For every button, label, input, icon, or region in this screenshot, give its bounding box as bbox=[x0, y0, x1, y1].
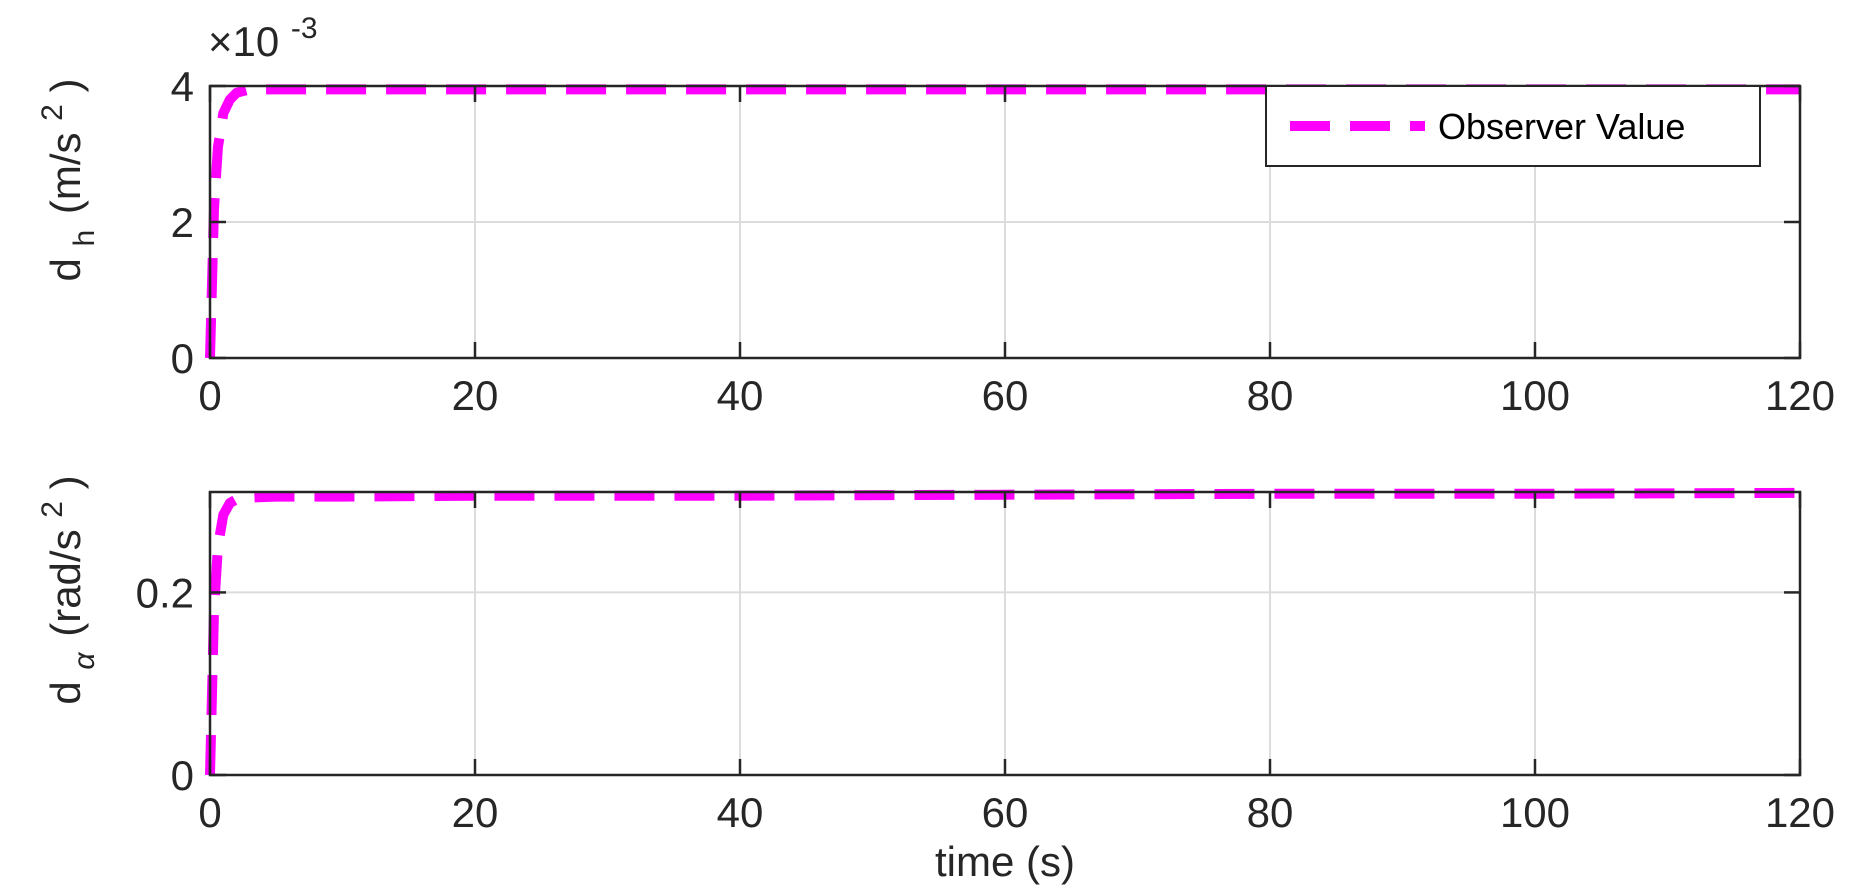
bottom-series-line-0 bbox=[205, 487, 1801, 776]
bottom-y-tick-label-0: 0 bbox=[171, 752, 194, 799]
bottom-y-label-unit: (rad/s bbox=[42, 529, 89, 636]
top-x-tick-labels: 0 20 40 60 80 100 120 bbox=[198, 372, 1835, 419]
bottom-x-tick-label-80: 80 bbox=[1247, 789, 1294, 836]
top-y-exponent: ×10 -3 bbox=[208, 12, 318, 65]
top-y-tick-label-0: 0 bbox=[171, 335, 194, 382]
bottom-ticks bbox=[208, 492, 1802, 777]
top-y-tick-label-4: 4 bbox=[171, 63, 194, 110]
bottom-y-tick-labels: 00.2 bbox=[136, 569, 194, 799]
bottom-y-label-unit-superscript: 2 bbox=[36, 501, 69, 518]
top-y-exponent-base: ×10 bbox=[208, 18, 279, 65]
bottom-x-tick-label-100: 100 bbox=[1500, 789, 1570, 836]
bottom-y-tick-label-0.2: 0.2 bbox=[136, 569, 194, 616]
legend-box bbox=[1265, 85, 1761, 167]
bottom-x-tick-label-0: 0 bbox=[198, 789, 221, 836]
top-x-tick-label-120: 120 bbox=[1765, 372, 1835, 419]
top-subplot: 0 20 40 60 80 100 120 024 ×10 -3 d h (m/s 2 ) … bbox=[24, 12, 1835, 419]
bottom-y-axis-label: d α (rad/s 2 ) bbox=[24, 475, 103, 704]
top-series bbox=[205, 84, 1800, 359]
bottom-x-tick-label-120: 120 bbox=[1765, 789, 1835, 836]
bottom-series bbox=[205, 487, 1801, 776]
legend: Observer Value bbox=[1265, 85, 1761, 167]
top-series-line-0 bbox=[205, 84, 1800, 359]
top-y-label-unit-superscript: 2 bbox=[36, 104, 69, 121]
top-x-tick-label-20: 20 bbox=[452, 372, 499, 419]
top-ticks bbox=[208, 84, 1802, 360]
top-y-label-subscript: h bbox=[68, 230, 101, 247]
top-y-label-unit: (m/s bbox=[42, 132, 89, 214]
top-y-tick-labels: 0 2 4 bbox=[171, 63, 194, 382]
top-y-tick-label-2: 2 bbox=[171, 199, 194, 246]
top-x-tick-label-40: 40 bbox=[717, 372, 764, 419]
bottom-x-tick-label-40: 40 bbox=[717, 789, 764, 836]
legend-entry-observer-value: Observer Value bbox=[1438, 106, 1685, 147]
bottom-y-label-subscript: α bbox=[68, 652, 101, 670]
top-y-exponent-power: -3 bbox=[291, 12, 318, 45]
x-axis-label: time (s) bbox=[935, 838, 1075, 885]
bottom-x-tick-label-20: 20 bbox=[452, 789, 499, 836]
top-y-axis-label: d h (m/s 2 ) bbox=[24, 78, 103, 281]
bottom-subplot: 0 20 40 60 80 100 120 00.2 d α (rad/s 2 ) time… bbox=[24, 475, 1835, 885]
bottom-x-tick-labels: 0 20 40 60 80 100 120 bbox=[198, 789, 1835, 836]
top-x-tick-label-80: 80 bbox=[1247, 372, 1294, 419]
top-x-tick-label-60: 60 bbox=[982, 372, 1029, 419]
top-y-label-symbol: d bbox=[42, 258, 89, 281]
top-x-tick-label-100: 100 bbox=[1500, 372, 1570, 419]
bottom-y-label-symbol: d bbox=[42, 681, 89, 704]
top-y-label-unit-close: ) bbox=[42, 78, 89, 92]
top-x-tick-label-0: 0 bbox=[198, 372, 221, 419]
bottom-y-label-unit-close: ) bbox=[42, 475, 89, 489]
bottom-x-tick-label-60: 60 bbox=[982, 789, 1029, 836]
